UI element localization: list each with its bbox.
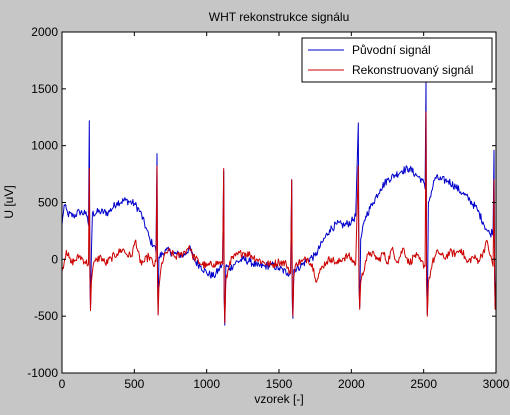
- y-tick-label: 2000: [31, 25, 58, 39]
- x-tick-label: 1500: [266, 377, 293, 391]
- x-axis-label: vzorek [-]: [254, 392, 303, 406]
- x-tick-label: 2500: [410, 377, 437, 391]
- series-layer: [61, 81, 497, 326]
- x-tick-label: 3000: [483, 377, 510, 391]
- y-tick-label: 500: [38, 196, 58, 210]
- y-tick-label: 1500: [31, 82, 58, 96]
- plot-area: [62, 32, 496, 373]
- y-axis-label: U [uV]: [2, 185, 16, 218]
- y-tick-label: -1000: [27, 366, 58, 380]
- y-tick-label: 0: [51, 252, 58, 266]
- x-tick-label: 500: [124, 377, 144, 391]
- legend-box: [301, 37, 493, 83]
- legend: Původní signál Rekonstruovaný signál: [301, 37, 493, 83]
- chart-title: WHT rekonstrukce signálu: [209, 10, 350, 24]
- x-tick-label: 2000: [338, 377, 365, 391]
- x-tick-label: 1000: [193, 377, 220, 391]
- series-line-1: [61, 111, 497, 324]
- y-tick-label: 1000: [31, 139, 58, 153]
- legend-label-rekonstruovany: Rekonstruovaný signál: [352, 63, 473, 77]
- legend-label-puvodni: Původní signál: [352, 43, 431, 57]
- y-tick-label: -500: [34, 309, 58, 323]
- ticks-layer: 0 500 1000 1500 2000 2500 3000 -1000 -500 0 500 100…: [27, 25, 509, 391]
- x-tick-label: 0: [59, 377, 66, 391]
